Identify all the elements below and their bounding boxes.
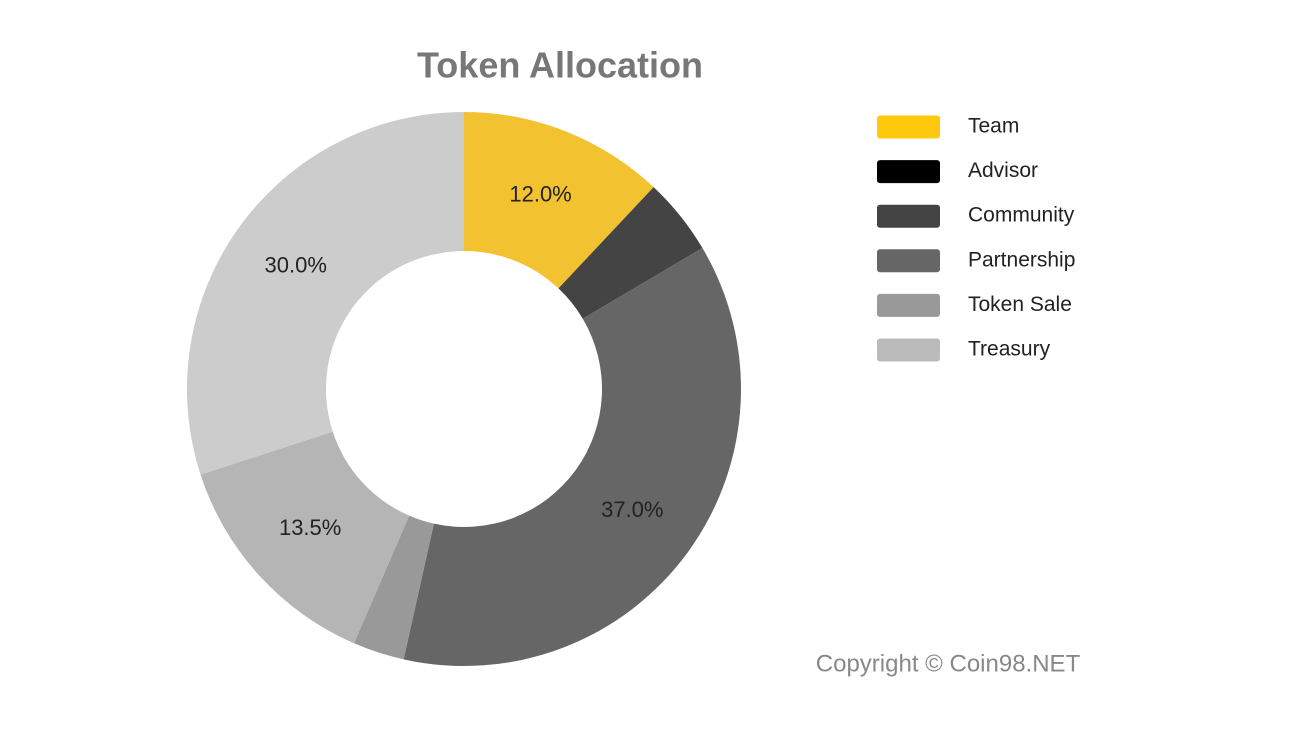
legend-swatch <box>877 204 940 228</box>
legend-label: Treasury <box>968 338 1051 361</box>
slice <box>403 247 741 666</box>
legend-swatch <box>877 249 940 273</box>
legend-label: Advisor <box>968 159 1038 182</box>
legend-swatch <box>877 338 940 362</box>
legend-swatch <box>877 160 940 184</box>
legend-label: Partnership <box>968 248 1075 271</box>
chart-title: Token Allocation <box>417 45 703 86</box>
value-label: 30.0% <box>265 253 327 278</box>
slice <box>200 431 410 644</box>
value-label: 12.0% <box>509 181 571 206</box>
slice <box>464 112 654 289</box>
legend-label: Token Sale <box>968 293 1072 316</box>
legend-swatch <box>877 115 940 139</box>
legend-swatch <box>877 293 940 317</box>
copyright: Copyright © Coin98.NET <box>816 650 1081 677</box>
value-label: 13.5% <box>279 515 341 540</box>
slice <box>353 515 434 660</box>
legend-label: Team <box>968 115 1019 138</box>
legend-label: Community <box>968 204 1075 227</box>
slice <box>186 112 464 475</box>
slice <box>558 187 703 319</box>
value-label: 37.0% <box>601 497 663 522</box>
